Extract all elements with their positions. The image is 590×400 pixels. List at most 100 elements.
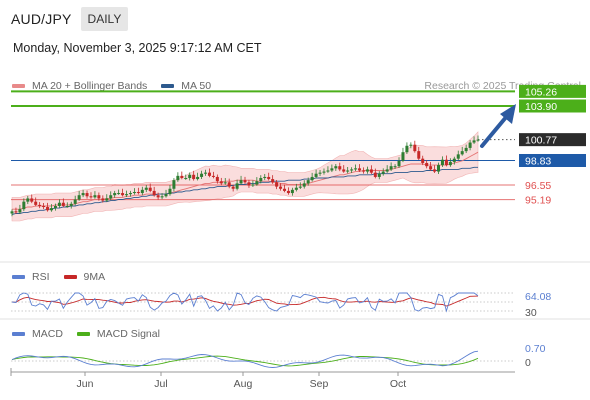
candle-body	[113, 193, 117, 196]
candle	[334, 164, 338, 171]
candle	[81, 189, 85, 198]
candle-body	[405, 145, 409, 153]
candlesticks[interactable]	[10, 135, 480, 217]
instrument-title: AUD/JPY	[11, 11, 72, 27]
candle	[330, 164, 334, 173]
candle	[73, 195, 77, 206]
candle	[460, 146, 464, 156]
x-tick-label-2: Aug	[234, 378, 253, 390]
legend-macd-label: MACD	[32, 328, 63, 340]
candle	[338, 162, 342, 172]
candle-body	[73, 199, 77, 204]
candle-body	[440, 159, 444, 166]
candle	[188, 172, 192, 181]
candle	[144, 184, 148, 193]
candle-body	[247, 182, 251, 186]
candle-body	[105, 198, 109, 201]
level-tag-0	[519, 84, 586, 98]
candle-body	[350, 169, 354, 171]
candle-body	[354, 168, 358, 170]
candle-body	[14, 211, 18, 213]
candle	[346, 166, 350, 174]
candle-body	[275, 182, 279, 187]
level-label-2: 100.77	[525, 135, 557, 147]
candle	[354, 164, 358, 171]
candle	[65, 202, 69, 208]
candle	[223, 178, 227, 185]
candle-body	[235, 183, 239, 189]
timestamp: Monday, November 3, 2025 9:17:12 AM CET	[13, 41, 262, 55]
candle	[259, 175, 263, 184]
candle-body	[93, 195, 97, 198]
candle	[125, 190, 129, 197]
candle	[342, 165, 346, 173]
candle-body	[172, 180, 176, 189]
candle-body	[180, 175, 184, 179]
level-tag-1	[519, 99, 586, 113]
candle-body	[433, 169, 437, 172]
candle-body	[476, 139, 480, 141]
candle-body	[377, 173, 381, 177]
candle	[117, 189, 121, 195]
level-label-3: 98.83	[525, 155, 551, 167]
candle	[397, 157, 401, 168]
candle-body	[204, 172, 208, 174]
candle	[85, 190, 89, 199]
candle-body	[85, 193, 89, 197]
level-tag-3	[519, 153, 586, 167]
candle-body	[34, 201, 38, 205]
candle	[433, 165, 437, 174]
timeframe-badge[interactable]: DAILY	[80, 7, 129, 31]
candle	[437, 162, 441, 174]
candle	[358, 164, 362, 172]
candle	[61, 198, 65, 208]
candle-body	[61, 202, 65, 206]
legend-ma20: MA 20 + Bollinger Bands	[12, 80, 147, 92]
candle-body	[132, 191, 136, 194]
candle	[136, 187, 140, 195]
candle	[275, 179, 279, 190]
candle	[468, 140, 472, 151]
candle	[57, 199, 61, 208]
candle-body	[298, 186, 302, 188]
legend-macd-swatch	[12, 332, 25, 336]
candle-body	[128, 193, 132, 195]
candle-body	[267, 176, 271, 180]
candle	[160, 193, 164, 200]
candle-body	[10, 211, 14, 214]
candle	[267, 172, 271, 181]
x-tick-label-0: Jun	[77, 378, 94, 390]
candle-body	[196, 176, 200, 180]
level-label-4: 96.55	[525, 180, 551, 192]
legend-ma20-swatch	[12, 84, 25, 88]
rsi-value-label: 64.08	[525, 291, 551, 303]
candle	[207, 168, 211, 178]
candle-body	[460, 151, 464, 155]
candle-body	[294, 187, 298, 190]
candle	[314, 169, 318, 179]
candle	[452, 156, 456, 165]
candle-body	[227, 182, 231, 187]
candle	[401, 147, 405, 163]
candle-body	[389, 166, 393, 170]
rsi-level-label: 30	[525, 307, 537, 319]
candle-body	[342, 169, 346, 172]
candle-body	[211, 175, 215, 177]
legend-rsi-ma: 9MA	[63, 271, 105, 283]
legend-rsi-swatch	[12, 275, 25, 279]
rsi-line	[11, 292, 479, 313]
candle-body	[472, 140, 476, 143]
candle	[286, 187, 290, 195]
candle-body	[334, 166, 338, 169]
candle-body	[326, 170, 330, 172]
candle-body	[136, 191, 140, 194]
candle	[231, 184, 235, 192]
candle	[444, 155, 448, 167]
candle	[251, 180, 255, 188]
candle-body	[38, 204, 42, 206]
candle-body	[121, 193, 125, 196]
chart-header: AUD/JPY DAILY	[0, 6, 129, 32]
candle-body	[53, 205, 57, 209]
legend-ma50-label: MA 50	[181, 80, 212, 92]
